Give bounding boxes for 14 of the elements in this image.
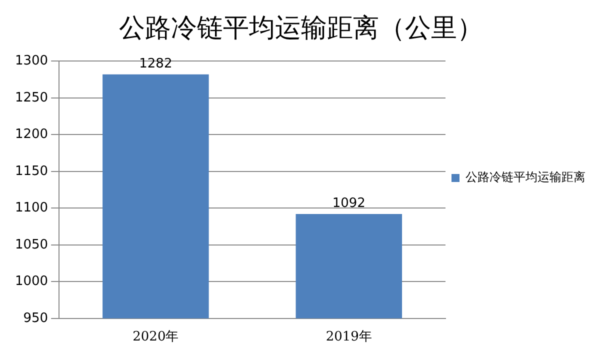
y-tick-label: 1050 [14, 237, 48, 252]
y-tick-label: 1200 [14, 127, 48, 142]
y-tick-label: 1300 [14, 54, 48, 69]
y-tick-label: 1100 [14, 200, 48, 216]
data-label: 1282 [139, 56, 172, 72]
x-tick-label: 2019年 [326, 330, 372, 345]
chart-title: 公路冷链平均运输距离（公里） [119, 13, 483, 44]
legend-label: 公路冷链平均运输距离 [466, 170, 586, 184]
y-tick-label: 950 [23, 310, 48, 326]
data-label: 1092 [332, 196, 366, 211]
y-tick-label: 1150 [14, 164, 48, 179]
x-tick-label: 2020年 [132, 330, 179, 345]
y-tick-label: 1250 [14, 90, 48, 106]
y-tick-label: 1000 [14, 274, 48, 290]
